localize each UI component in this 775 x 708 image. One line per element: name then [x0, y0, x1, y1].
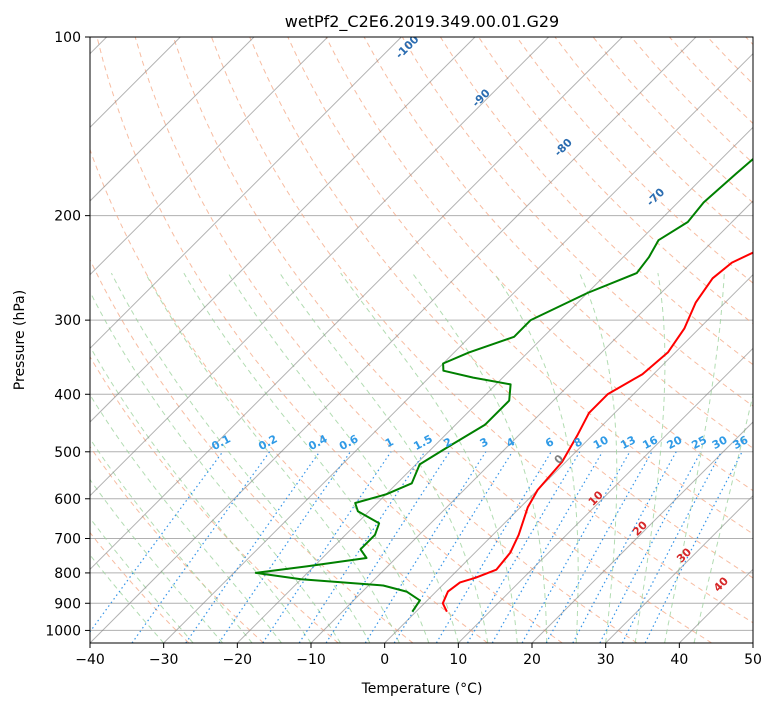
- moist-adiabat-line: [90, 478, 223, 643]
- x-tick-label: −20: [223, 652, 253, 668]
- mixing-ratio-line: [364, 451, 487, 643]
- dry-adiabat-label: -60: [750, 237, 773, 260]
- isotherm-line: [90, 37, 402, 350]
- y-tick-label: 500: [54, 445, 81, 461]
- dry-adiabat-line: [90, 531, 190, 643]
- mixing-ratio-label: 20: [665, 433, 685, 452]
- moist-adiabat-line: [90, 290, 341, 643]
- isotherm-line: [90, 37, 476, 423]
- dry-adiabat-line: [401, 37, 753, 407]
- moist-adiabat-line: [110, 272, 371, 643]
- x-tick-label: 30: [597, 652, 615, 668]
- x-tick-label: −30: [149, 652, 179, 668]
- mixing-ratio-line: [435, 451, 552, 643]
- mixing-ratio-line: [298, 451, 426, 643]
- moist-adiabat-line: [90, 517, 194, 643]
- dry-adiabat-line: [249, 37, 753, 579]
- x-axis-label: Temperature (°C): [361, 681, 483, 697]
- y-tick-label: 1000: [45, 623, 81, 639]
- y-tick-label: 700: [54, 532, 81, 548]
- mixing-ratio-label: 13: [618, 433, 638, 452]
- moist-adiabat-line: [90, 554, 165, 643]
- moist-adiabat-line: [90, 345, 312, 643]
- moist-adiabat-line: [693, 393, 753, 643]
- temperature-line: [441, 251, 753, 613]
- isotherm-line: [236, 126, 753, 643]
- mixing-ratio-line: [262, 451, 392, 643]
- dry-adiabat-line: [439, 37, 753, 366]
- moist-adiabat-line: [227, 272, 459, 643]
- mixing-ratio-label: 16: [640, 433, 660, 452]
- mixing-ratio-label: 25: [689, 433, 709, 452]
- moist-adiabat-line: [664, 273, 725, 643]
- y-tick-label: 400: [54, 387, 81, 403]
- isotherm-line: [531, 421, 753, 643]
- x-axis-ticks: −40 −30 −20 −10 0 10 20 30 40 50: [75, 643, 762, 668]
- mixing-ratio-line: [599, 451, 702, 643]
- isotherm-line: [752, 642, 753, 643]
- moist-adiabat-line: [493, 272, 579, 643]
- dry-adiabat-line: [90, 445, 264, 643]
- y-tick-label: 100: [54, 30, 81, 46]
- moist-adiabat-line: [279, 272, 489, 643]
- chart-title: wetPf2_C2E6.2019.349.00.01.G29: [285, 12, 559, 32]
- dewpoint-line: [254, 157, 753, 613]
- dry-adiabat-line: [96, 37, 563, 643]
- dry-adiabat-line: [516, 37, 753, 284]
- mixing-ratio-line: [393, 451, 513, 643]
- mixing-ratio-label: 10: [591, 433, 611, 452]
- moist-adiabat-line: [634, 273, 666, 643]
- mixing-ratio-line: [572, 451, 677, 643]
- mixing-ratio-label: 30: [710, 433, 730, 452]
- plot-background: [90, 37, 753, 643]
- isotherm-line: [90, 37, 550, 497]
- mixing-ratio-line: [325, 451, 451, 643]
- y-tick-label: 900: [54, 596, 81, 612]
- y-tick-label: 600: [54, 492, 81, 508]
- x-tick-label: 40: [670, 652, 688, 668]
- mixing-ratio-line: [218, 451, 351, 643]
- isotherm-line: [90, 37, 255, 202]
- isotherm-line: [90, 37, 329, 276]
- x-tick-label: 10: [449, 652, 467, 668]
- moist-adiabat-line: [144, 272, 400, 643]
- dry-adiabat-line: [172, 37, 712, 643]
- mixing-ratio-line: [185, 451, 321, 643]
- mixing-ratio-label: 36: [731, 433, 751, 452]
- x-tick-label: −40: [75, 652, 105, 668]
- dry-adiabat-line: [90, 148, 488, 643]
- x-tick-label: 0: [380, 652, 389, 668]
- background-lines: [90, 37, 753, 643]
- isotherm-line: [90, 37, 697, 643]
- x-tick-label: −10: [296, 652, 326, 668]
- moist-adiabat-line: [90, 437, 253, 643]
- isotherm-line: [384, 273, 753, 643]
- dry-adiabat-line: [211, 37, 753, 624]
- isotherm-line: [605, 494, 753, 643]
- plot-frame: [89, 36, 754, 644]
- isotherm-line: [310, 200, 753, 643]
- isotherm-line: [457, 347, 753, 643]
- x-tick-label: 50: [744, 652, 762, 668]
- x-tick-label: 20: [523, 652, 541, 668]
- y-tick-label: 200: [54, 209, 81, 225]
- y-tick-label: 300: [54, 313, 81, 329]
- y-axis-label: Pressure (hPa): [12, 290, 28, 390]
- isotherm-line: [163, 52, 753, 643]
- data-series: [254, 157, 753, 613]
- moist-adiabat-line: [340, 272, 518, 643]
- y-axis-ticks: 100 200 300 400 500 600 700 800 900 1000: [45, 30, 90, 639]
- y-tick-label: 800: [54, 566, 81, 582]
- mixing-ratio-line: [466, 451, 581, 643]
- isotherm-line: [90, 37, 623, 571]
